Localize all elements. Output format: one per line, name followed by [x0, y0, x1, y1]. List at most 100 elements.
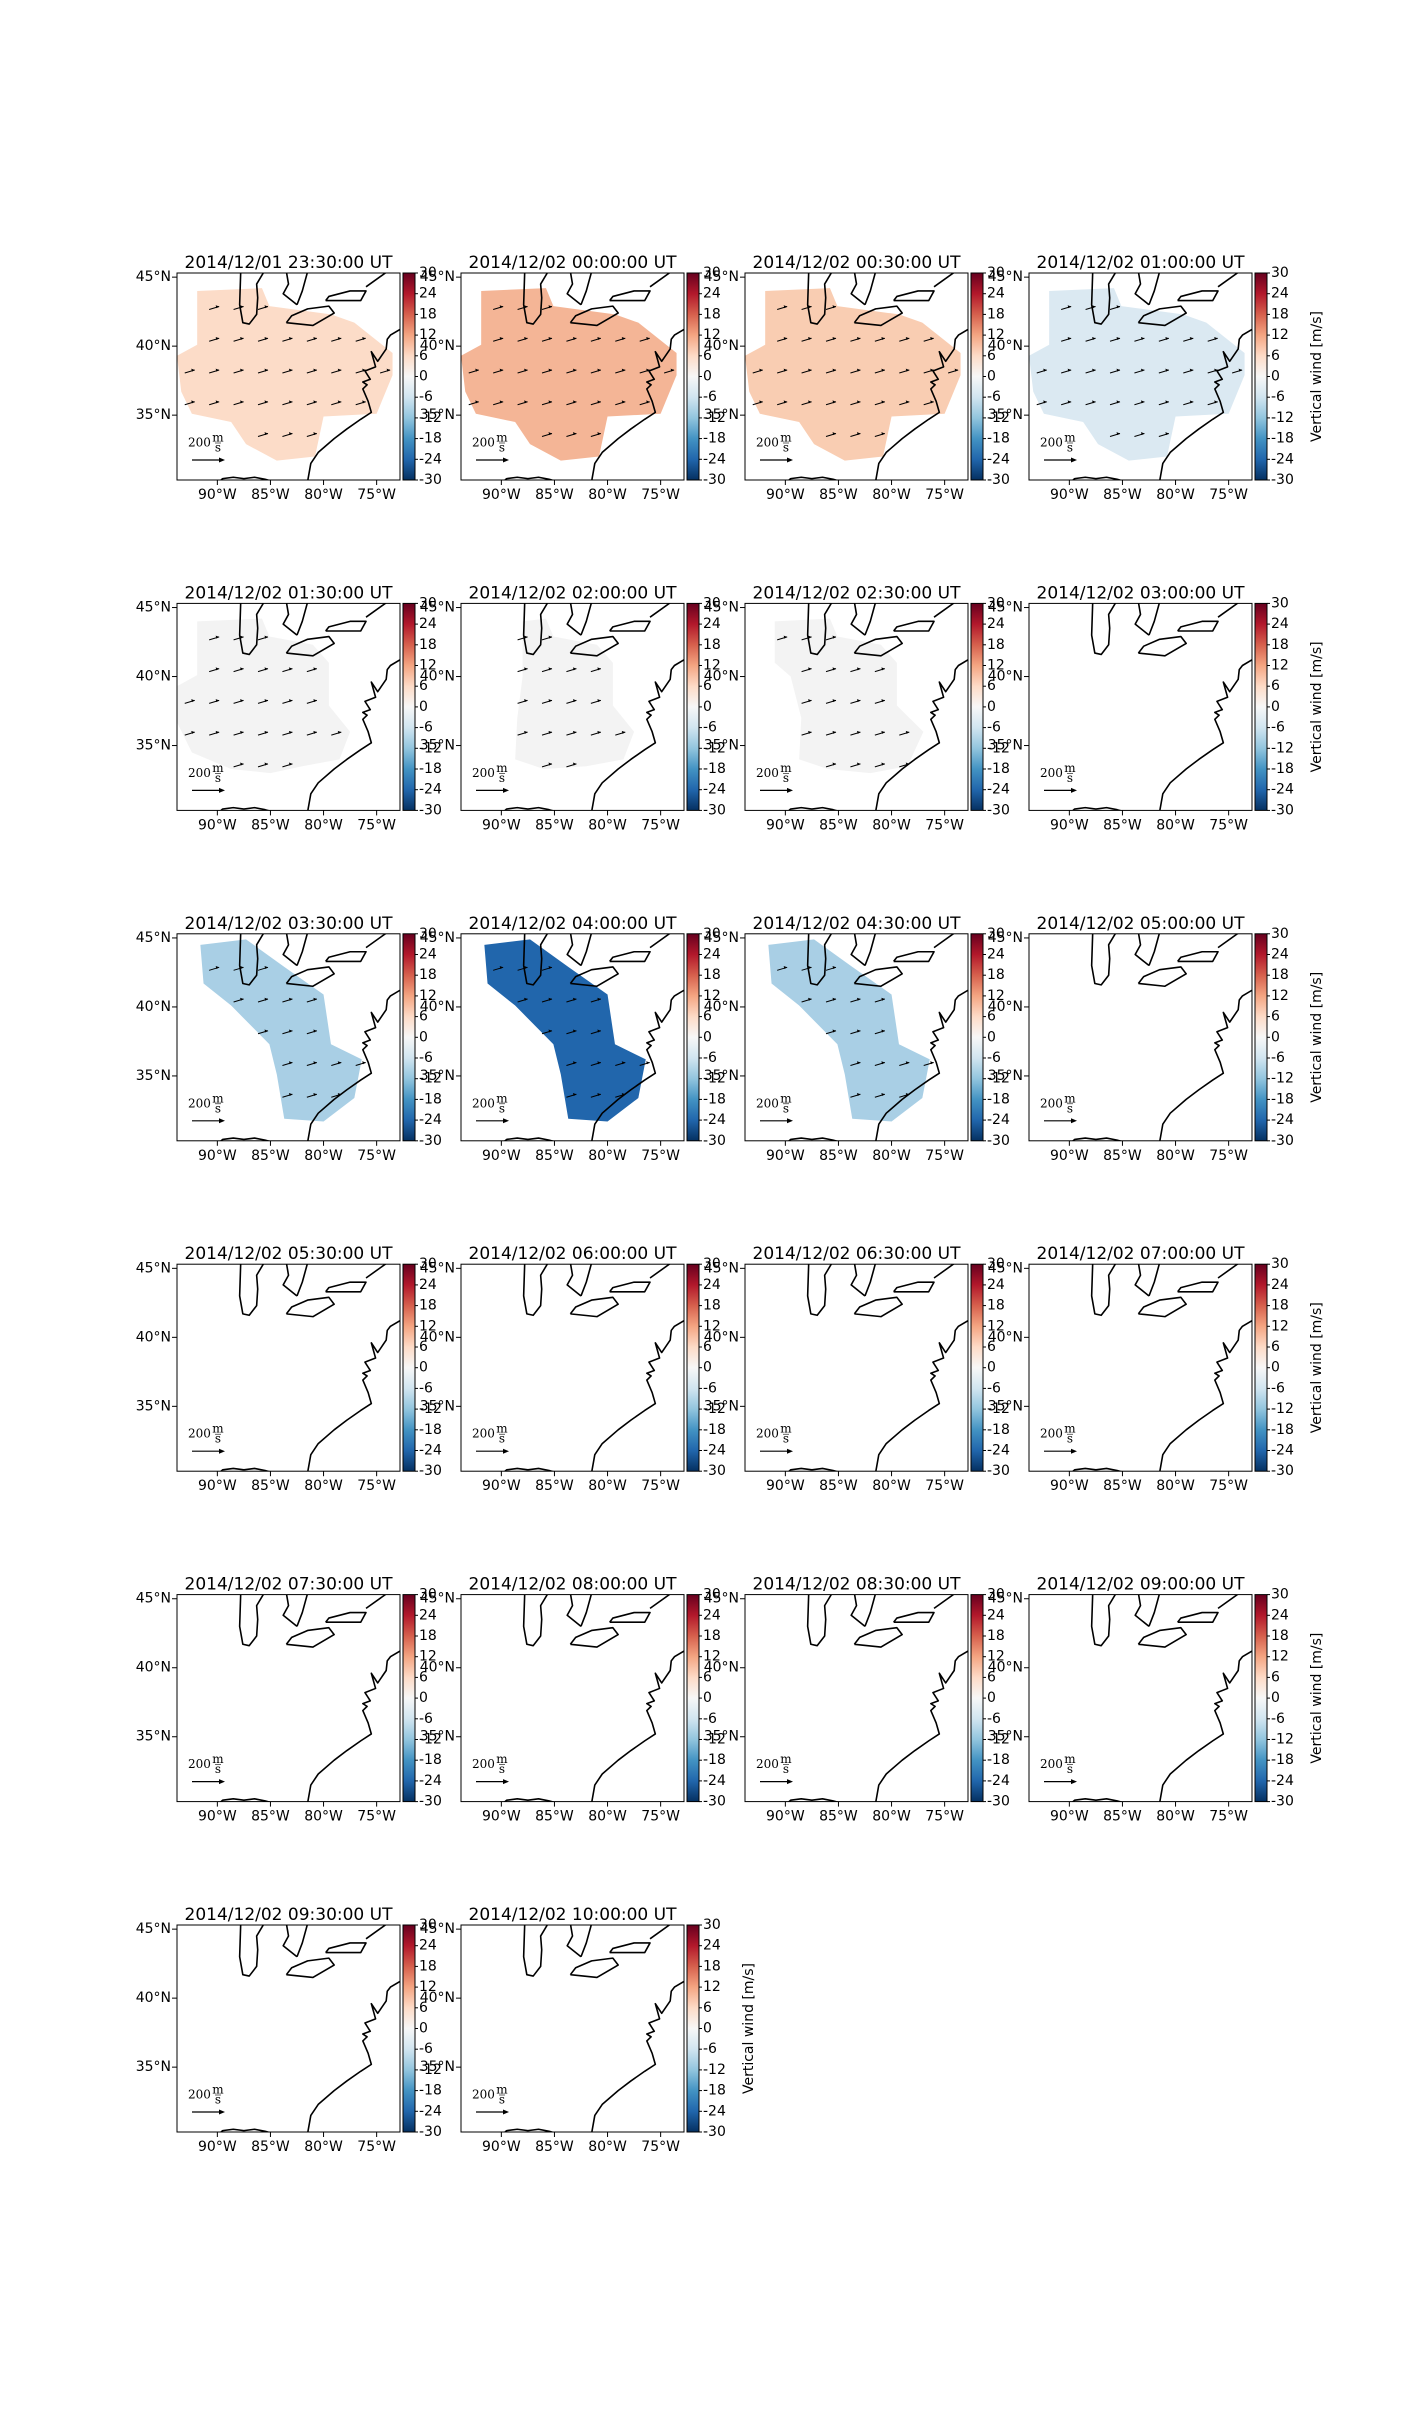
y-tick-label: 40°N	[136, 999, 171, 1015]
colorbar-tick-label: 24	[419, 1938, 437, 1954]
map-background	[745, 1594, 968, 1802]
x-tick-label: 75°W	[641, 2139, 680, 2155]
colorbar-tick-label: -6	[703, 389, 717, 405]
scale-unit: s	[783, 1101, 789, 1115]
colorbar-tick-label: -18	[987, 431, 1010, 447]
wind-vector-head	[499, 305, 504, 309]
wind-vector-head	[1067, 336, 1072, 340]
coastline	[1148, 1594, 1161, 1627]
coastline	[296, 273, 309, 306]
wind-vector-head	[621, 1061, 626, 1065]
colorbar-tick-label: 24	[419, 947, 437, 963]
coastline	[933, 933, 955, 949]
y-tick-label: 35°N	[136, 1729, 171, 1745]
x-tick-label: 85°W	[251, 2139, 290, 2155]
colorbar-tick-label: -18	[419, 2083, 442, 2099]
wind-vector-head	[572, 1061, 577, 1065]
colorbar-tick-label: -24	[703, 782, 726, 798]
wind-vector-head	[881, 1092, 885, 1096]
x-tick-label: 80°W	[304, 487, 343, 503]
coastline	[580, 1264, 593, 1297]
wind-vector-head	[240, 368, 244, 372]
scale-value: 200	[188, 1427, 211, 1441]
map-frame	[460, 1263, 685, 1472]
colorbar-tick-label: 0	[419, 699, 428, 715]
colorbar-tick-label: 6	[703, 1009, 712, 1025]
colorbar	[402, 272, 416, 481]
coastline	[282, 273, 298, 306]
y-tick-label: 40°N	[136, 1660, 171, 1676]
wind-vector-head	[783, 966, 788, 969]
x-tick-label: 90°W	[482, 2139, 521, 2155]
wind-vector-head	[597, 730, 601, 734]
wind-vector-head	[572, 336, 577, 340]
coastline	[503, 1467, 555, 1472]
coastline	[285, 305, 335, 327]
map-frame	[176, 272, 401, 481]
panel-title: 2014/12/02 07:30:00 UT	[185, 1575, 394, 1595]
scale-unit: m	[780, 1422, 792, 1436]
scale-arrow-head	[1071, 1779, 1077, 1785]
colorbar-tick-label: -30	[1271, 472, 1294, 488]
colorbar-tick-label: -30	[987, 1133, 1010, 1149]
wind-vector-head	[288, 762, 293, 766]
colorbar-tick-label: 0	[1271, 1690, 1280, 1706]
colorbar-tick-label: 18	[1271, 637, 1289, 653]
coastline	[296, 603, 309, 636]
wind-vector-head	[264, 368, 269, 372]
scale-unit: s	[499, 1432, 505, 1446]
coastline	[933, 1264, 955, 1279]
x-tick-label: 80°W	[872, 1478, 911, 1494]
colorbar-tick-label: 24	[419, 1277, 437, 1293]
x-tick-label: 75°W	[357, 1809, 396, 1825]
colorbar	[686, 272, 700, 481]
y-tick-label: 40°N	[988, 999, 1023, 1015]
wind-vector-head	[191, 368, 195, 372]
colorbar-tick-label: 30	[419, 926, 437, 942]
wind-vector-head	[881, 667, 885, 671]
scale-unit: m	[496, 1422, 508, 1436]
wind-vector-head	[288, 336, 293, 340]
colorbar-tick-label: 0	[987, 369, 996, 385]
scale-value: 200	[1040, 766, 1063, 780]
y-tick-label: 35°N	[988, 738, 1023, 754]
map-background	[177, 1925, 400, 2132]
scale-value: 200	[756, 1757, 779, 1771]
coastline	[853, 1296, 903, 1318]
wind-vector-head	[856, 1092, 861, 1096]
coastline	[569, 635, 619, 657]
wind-vector-head	[1116, 400, 1121, 404]
x-tick-label: 75°W	[641, 487, 680, 503]
coastline	[365, 933, 387, 949]
wind-vector-head	[808, 997, 812, 1001]
wind-vector-head	[856, 432, 861, 436]
wind-vector-head	[499, 336, 504, 340]
wind-vector-head	[362, 336, 366, 340]
colorbar-tick-label: 6	[419, 1009, 428, 1025]
x-tick-label: 75°W	[925, 1148, 964, 1164]
colorbar-tick-label: -30	[703, 1794, 726, 1810]
x-tick-label: 75°W	[1209, 1148, 1248, 1164]
panel-title: 2014/12/02 01:00:00 UT	[1037, 253, 1246, 273]
colorbar	[402, 1594, 416, 1803]
wind-vector-head	[288, 1061, 293, 1065]
colorbar	[686, 602, 700, 811]
colorbar-tick-label: -24	[1271, 451, 1294, 467]
wind-vector-head	[572, 368, 577, 372]
wind-vector-head	[572, 997, 577, 1001]
map-panel: 2014/12/02 02:00:00 UT 90°W 85°W 80°W 75°W 45…	[420, 583, 726, 833]
colorbar-tick-label: -6	[703, 1711, 717, 1727]
scale-unit: m	[496, 761, 508, 775]
x-tick-label: 80°W	[872, 1809, 911, 1825]
wind-vector-head	[288, 699, 293, 703]
wind-vector-head	[954, 368, 959, 372]
y-tick-label: 35°N	[420, 1068, 455, 1084]
wind-vector-head	[1043, 368, 1047, 372]
colorbar-tick-label: 12	[703, 658, 721, 674]
map-frame	[176, 933, 401, 1142]
x-tick-label: 90°W	[198, 2139, 237, 2155]
coastline	[307, 1980, 400, 2132]
coastline	[365, 1594, 387, 1610]
colorbar-tick-label: -6	[419, 1050, 433, 1066]
wind-vector-head	[1067, 305, 1072, 309]
